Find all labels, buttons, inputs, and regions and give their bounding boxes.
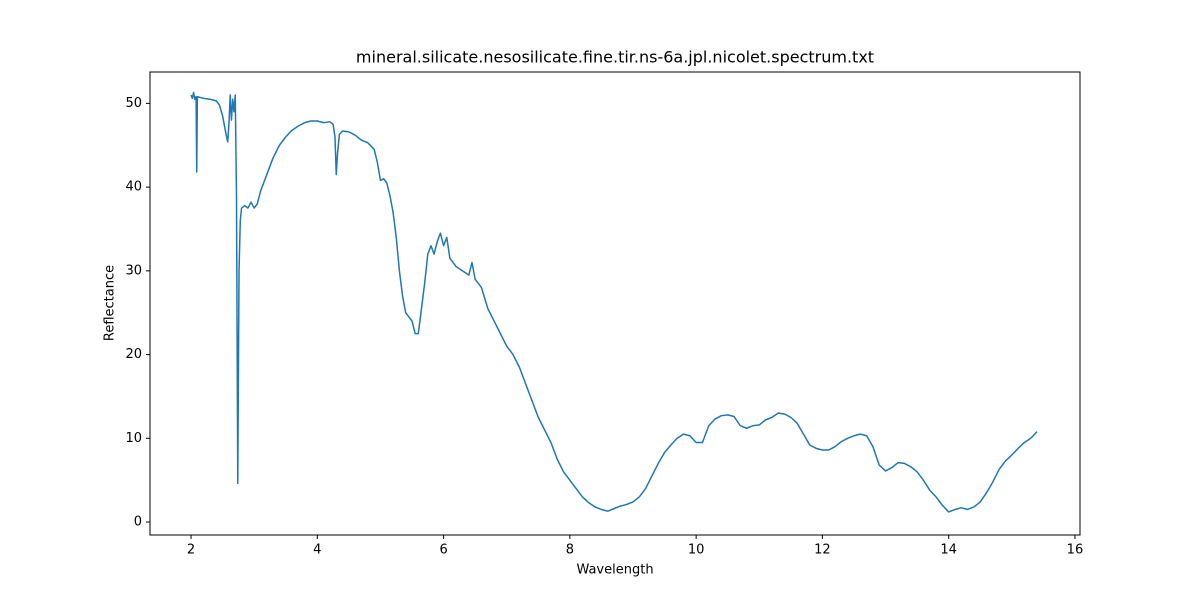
x-tick-label: 14 xyxy=(940,543,957,558)
y-tick-label: 0 xyxy=(134,515,142,530)
x-tick-label: 2 xyxy=(187,543,195,558)
y-tick-label: 20 xyxy=(125,347,142,362)
data-line xyxy=(190,91,1038,513)
y-tick-label: 30 xyxy=(125,263,142,278)
chart-title: mineral.silicate.nesosilicate.fine.tir.n… xyxy=(356,48,874,67)
plot-frame xyxy=(149,71,1081,536)
x-tick-label: 16 xyxy=(1067,543,1084,558)
x-axis-label: Wavelength xyxy=(576,563,653,578)
x-tick-label: 12 xyxy=(814,543,831,558)
y-tick-label: 50 xyxy=(125,96,142,111)
y-tick-label: 10 xyxy=(125,431,142,446)
y-tick-label: 40 xyxy=(125,180,142,195)
x-tick-label: 4 xyxy=(313,543,321,558)
x-tick-label: 6 xyxy=(439,543,447,558)
x-tick-label: 10 xyxy=(688,543,705,558)
y-axis-label: Reflectance xyxy=(103,265,118,341)
x-tick-label: 8 xyxy=(566,543,574,558)
